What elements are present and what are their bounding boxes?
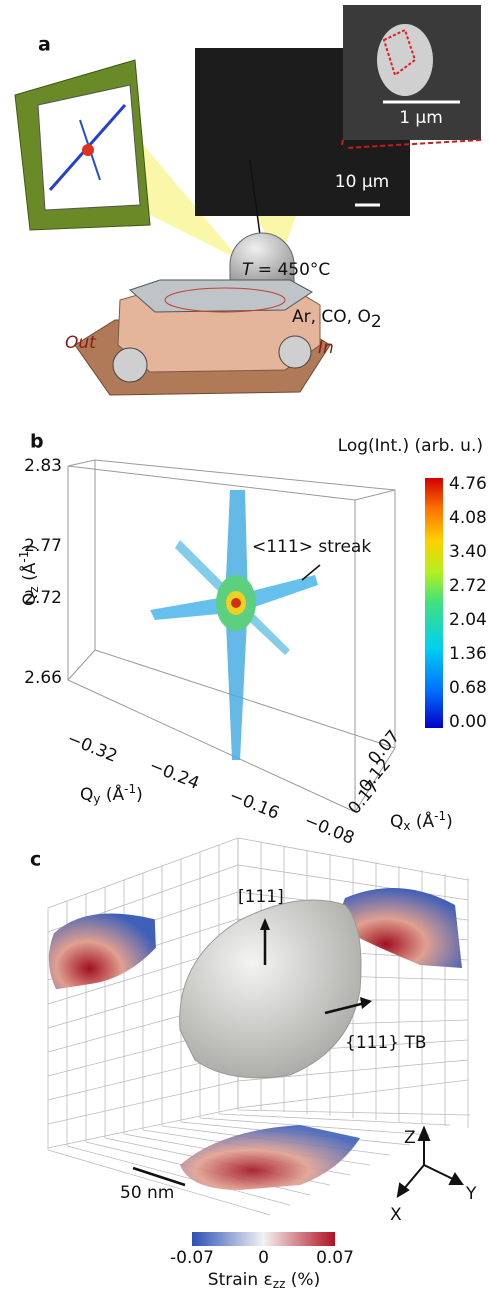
grid-line [47,1149,271,1216]
panel-label: c [30,849,41,871]
panel-c: c [111] {111} TB 50 nm Z Y X -0.07 0 0.07 … [30,837,477,1291]
qz-tick-label: 2.66 [24,668,62,688]
qy-tick-label: −0.24 [146,756,202,794]
t: ) [20,544,40,551]
scale-label: 10 µm [335,172,389,192]
panel-b: b Log(Int.) (arb. u.) <111> streak 4.76 4… [17,431,487,849]
colorbar-tick-label: 0.68 [449,678,487,698]
t: Q [20,593,40,606]
t: (Å [101,783,125,805]
panel-a: a 1 µm 10 µm T = 450°C Ar, CO, O2 Out In [14,5,482,396]
intensity-streak [150,490,318,760]
t: Q [390,812,403,832]
t: ) [136,785,143,805]
qz-tick-label: 2.83 [24,456,62,476]
colorbar-tick-label: -0.07 [170,1248,214,1268]
scale-label: 50 nm [120,1183,174,1203]
panel-label: a [38,34,51,56]
t: zz [273,1277,286,1291]
colorbar-tick-label: 0.00 [449,712,487,732]
annotation: <111> streak [252,537,371,557]
grid-line [237,1079,469,1109]
direction-label: [111] [238,887,284,907]
grid-line [66,1145,291,1206]
qx-label: Qx (Å-1) [390,809,453,833]
colorbar-tick-label: 0.07 [316,1248,354,1268]
symbol: T [242,260,254,280]
colorbar-tick-label: 1.36 [449,644,487,664]
grid-line [47,1080,239,1125]
t: z [27,586,41,592]
qy-label: Qy (Å-1) [80,782,143,806]
inlet-label: In [318,338,334,358]
axis-label: Y [465,1184,477,1204]
grid-line [237,1059,469,1082]
qz-tick-label: 2.77 [24,536,62,556]
t: ) [446,812,453,832]
qy-tick-label: −0.08 [301,811,357,849]
colorbar-tick-label: 2.72 [449,576,487,596]
colorbar-tick-label: 0 [258,1248,269,1268]
colorbar [192,1232,335,1246]
t: y [93,792,100,806]
t: Strain ε [208,1270,273,1290]
grid-line [218,1113,451,1126]
qy-tick-label: −0.32 [64,729,120,767]
colorbar-tick-label: 3.40 [449,542,487,562]
t: Q [80,785,93,805]
scale-label: 1 µm [399,108,443,128]
grid-line [199,1117,431,1136]
colorbar-title: Strain εzz (%) [208,1270,320,1291]
boundary-label: {111} TB [345,1033,427,1053]
t: (Å [411,810,435,832]
t: x [403,819,410,833]
colorbar [425,478,443,728]
t: -1 [124,782,136,796]
t: -1 [434,809,446,823]
t: -1 [17,551,31,563]
colorbar-tick-label: 2.04 [449,610,487,630]
colorbar-tick-label: 4.08 [449,508,487,528]
outlet-label: Out [65,333,97,353]
colorbar-tick-label: 4.76 [449,474,487,494]
gases: Ar, CO, O2 [292,307,382,332]
text: Ar, CO, O [292,307,371,327]
text: = 450°C [252,260,330,280]
grid-line [237,1109,471,1116]
temperature: T = 450°C [242,260,330,280]
axis-label: Z [404,1128,416,1148]
t: (%) [285,1270,320,1290]
colorbar-title: Log(Int.) (arb. u.) [338,436,483,456]
panel-label: b [30,431,44,453]
qy-tick-label: −0.16 [226,786,282,824]
t: (Å [18,562,40,586]
qz-label: Qz (Å-1) [17,544,41,606]
axis-label: X [390,1205,402,1225]
sub: 2 [371,312,382,332]
qz-tick-label: 2.72 [24,588,62,608]
grid-line [47,1107,239,1149]
